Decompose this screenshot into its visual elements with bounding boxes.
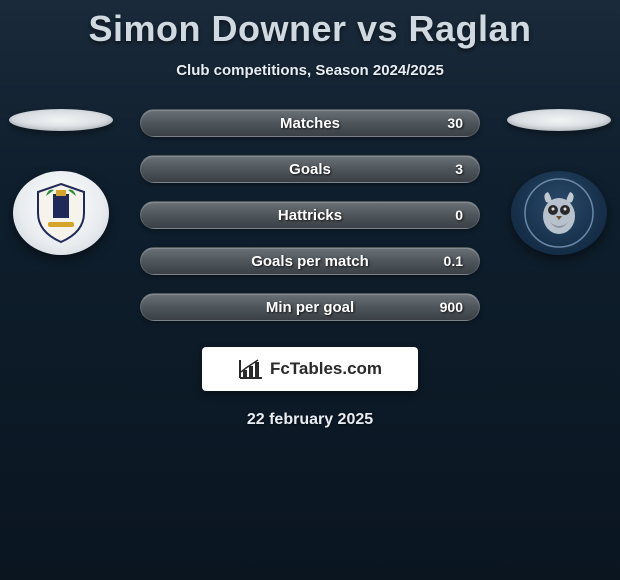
stat-value: 30 <box>447 115 463 131</box>
stat-label: Min per goal <box>266 299 354 316</box>
stat-bars: Matches 30 Goals 3 Hattricks 0 Goals per… <box>140 109 480 339</box>
stat-value: 0.1 <box>444 253 463 269</box>
subtitle: Club competitions, Season 2024/2025 <box>0 62 620 79</box>
stat-value: 900 <box>440 299 463 315</box>
stat-label: Hattricks <box>278 207 342 224</box>
right-player-placeholder <box>507 109 611 131</box>
left-player-column <box>6 109 116 255</box>
stat-value: 3 <box>455 161 463 177</box>
stat-bar-matches: Matches 30 <box>140 109 480 137</box>
page-title: Simon Downer vs Raglan <box>0 0 620 50</box>
stat-label: Matches <box>280 115 340 132</box>
stat-bar-hattricks: Hattricks 0 <box>140 201 480 229</box>
bar-chart-icon <box>238 358 264 380</box>
stat-bar-goals-per-match: Goals per match 0.1 <box>140 247 480 275</box>
fctables-logo[interactable]: FcTables.com <box>202 347 418 391</box>
shield-crest-icon <box>26 178 96 248</box>
left-club-badge <box>13 171 109 255</box>
right-club-badge <box>511 171 607 255</box>
stat-label: Goals <box>289 161 331 178</box>
logo-text: FcTables.com <box>270 359 382 379</box>
stat-label: Goals per match <box>251 253 369 270</box>
stat-bar-goals: Goals 3 <box>140 155 480 183</box>
date-text: 22 february 2025 <box>0 411 620 429</box>
left-player-placeholder <box>9 109 113 131</box>
owl-crest-icon <box>522 176 596 250</box>
stat-bar-min-per-goal: Min per goal 900 <box>140 293 480 321</box>
right-player-column <box>504 109 614 255</box>
comparison-area: Matches 30 Goals 3 Hattricks 0 Goals per… <box>0 109 620 329</box>
stat-value: 0 <box>455 207 463 223</box>
